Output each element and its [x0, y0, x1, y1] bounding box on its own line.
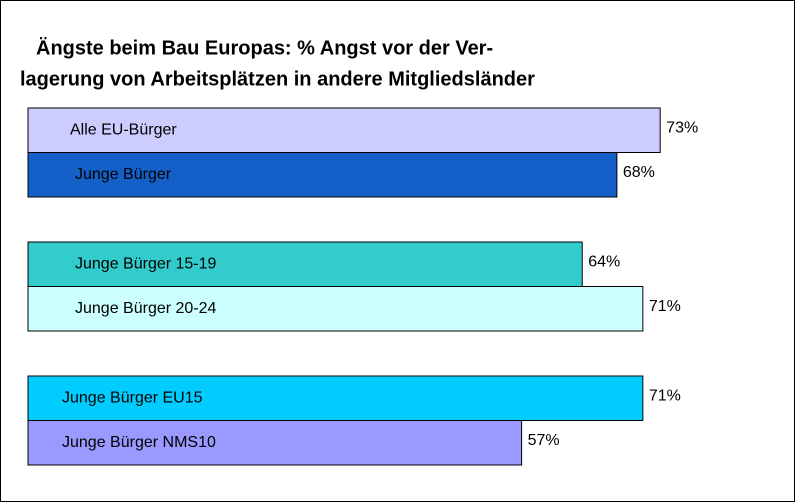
- chart-title: lagerung von Arbeitsplätzen in andere Mi…: [20, 68, 535, 90]
- value-label: 73%: [666, 119, 698, 136]
- bar: [27, 152, 618, 198]
- value-label: 71%: [649, 387, 681, 404]
- chart-title: Ängste beim Bau Europas: % Angst vor der…: [36, 36, 493, 59]
- bar-label: Junge Bürger 20-24: [75, 300, 217, 317]
- bar: [27, 286, 644, 332]
- bar: [27, 420, 523, 466]
- bar: [27, 375, 644, 421]
- bar-label: Junge Bürger EU15: [62, 389, 203, 406]
- value-label: 64%: [588, 253, 620, 270]
- bar-label: Junge Bürger NMS10: [62, 434, 216, 451]
- bar-label: Alle EU-Bürger: [70, 121, 177, 138]
- value-label: 57%: [528, 432, 560, 449]
- bar-label: Junge Bürger 15-19: [75, 255, 217, 272]
- value-label: 71%: [649, 298, 681, 315]
- bar: [27, 107, 661, 153]
- bar-label: Junge Bürger: [75, 166, 172, 183]
- value-label: 68%: [623, 164, 655, 181]
- bar: [27, 241, 583, 287]
